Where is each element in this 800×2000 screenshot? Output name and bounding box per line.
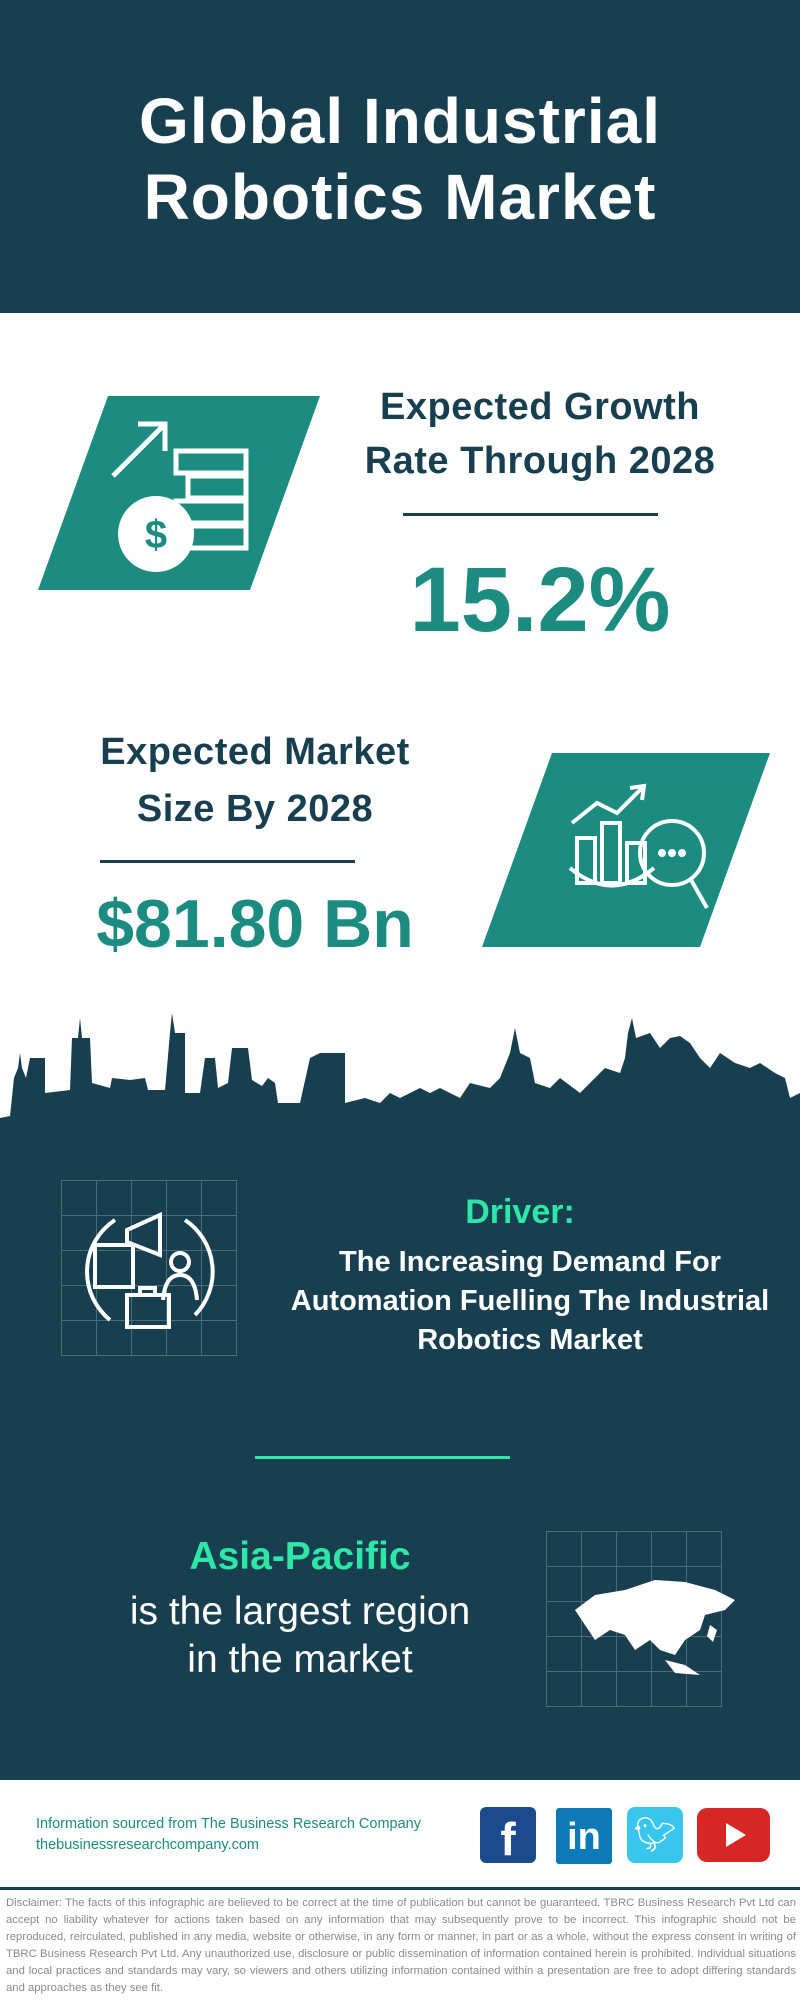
source-text: Information sourced from The Business Re… [36, 1816, 421, 1832]
driver-text-line1: The Increasing Demand For [339, 1246, 721, 1278]
youtube-icon[interactable] [697, 1808, 770, 1862]
asia-map-icon [575, 1580, 735, 1675]
market-size-label-line1: Expected Market [100, 731, 410, 773]
website-link[interactable]: thebusinessresearchcompany.com [36, 1837, 259, 1853]
divider [100, 860, 355, 863]
driver-text-line3: Robotics Market [417, 1324, 643, 1356]
growth-value: 15.2% [409, 549, 671, 651]
market-size-label-line2: Size By 2028 [136, 788, 374, 830]
twitter-icon[interactable]: 🐦︎ [627, 1807, 683, 1863]
growth-label-line2: Rate Through 2028 [364, 440, 716, 482]
region-text-line1: is the largest region [129, 1590, 471, 1633]
page-title-line1: Global Industrial [139, 85, 661, 157]
divider [255, 1456, 510, 1459]
market-analysis-icon [482, 753, 770, 947]
divider [0, 1887, 800, 1890]
facebook-icon[interactable]: f [480, 1807, 536, 1865]
svg-text:$: $ [145, 513, 167, 557]
marketing-globe-icon [85, 1211, 215, 1329]
region-text-line2: in the market [187, 1638, 413, 1681]
disclaimer-text: Disclaimer: The facts of this infographi… [6, 1897, 796, 1994]
city-skyline [0, 1013, 800, 1128]
driver-heading: Driver: [465, 1193, 575, 1231]
region-name: Asia-Pacific [189, 1535, 411, 1578]
driver-text-line2: Automation Fuelling The Industrial [290, 1285, 770, 1317]
market-size-value: $81.80 Bn [96, 886, 414, 962]
divider [403, 513, 658, 516]
page-title-line2: Robotics Market [143, 161, 657, 233]
header-banner [0, 0, 800, 313]
linkedin-icon[interactable]: in [556, 1808, 612, 1864]
growth-label-line1: Expected Growth [380, 386, 700, 428]
growth-money-icon: $ [38, 396, 320, 590]
